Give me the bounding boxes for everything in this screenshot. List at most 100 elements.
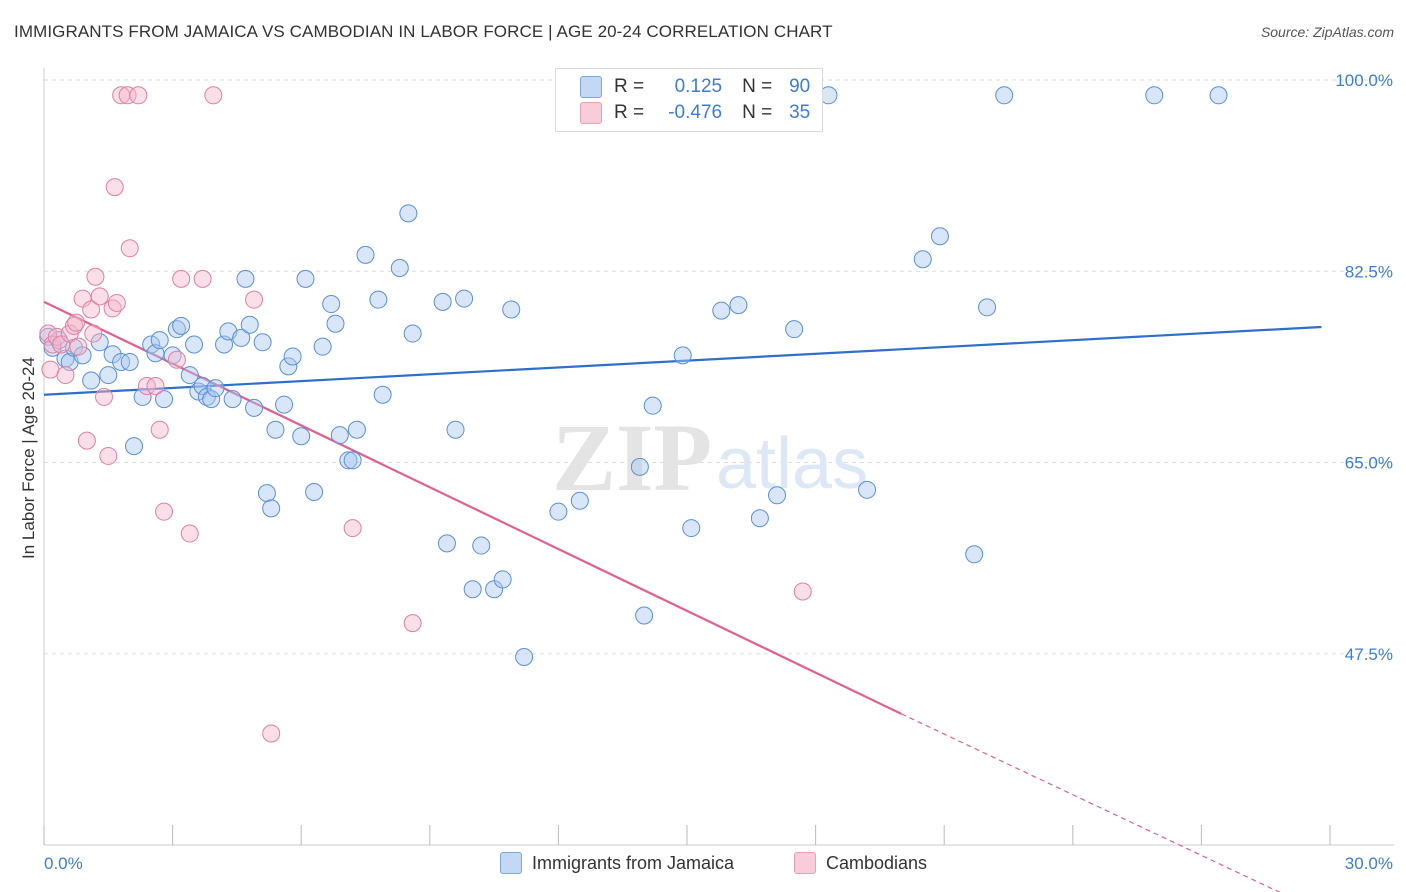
jamaica-point	[433, 292, 452, 311]
legend-r-label: R =	[614, 76, 645, 97]
jamaica-point	[253, 333, 272, 352]
cambodian-point	[99, 446, 118, 465]
jamaica-point	[257, 484, 276, 503]
cambodian-point	[155, 502, 174, 521]
watermark-atlas: atlas	[716, 424, 868, 504]
jamaica-point	[463, 580, 482, 599]
jamaica-point	[965, 545, 984, 564]
jamaica-point	[403, 324, 422, 343]
jamaica-point	[446, 420, 465, 439]
cambodian-point	[84, 324, 103, 343]
y-tick-label: 47.5%	[1345, 645, 1393, 664]
y-axis-label: In Labor Force | Age 20-24	[19, 357, 38, 559]
jamaica-point	[275, 395, 294, 414]
jamaica-point	[232, 328, 251, 347]
jamaica-point	[768, 486, 787, 505]
cambodian-point	[150, 420, 169, 439]
cambodian-point	[193, 269, 212, 288]
jamaica-point	[369, 290, 388, 309]
legend-swatch-cambodians	[580, 102, 602, 124]
jamaica-point	[202, 390, 221, 409]
jamaica-point	[373, 385, 392, 404]
jamaica-point	[279, 357, 298, 376]
watermark-zip: ZIP	[552, 404, 712, 511]
jamaica-point	[1145, 86, 1164, 105]
jamaica-point	[142, 335, 161, 354]
jamaica-point	[266, 420, 285, 439]
jamaica-point	[322, 295, 341, 314]
jamaica-point	[296, 269, 315, 288]
jamaica-point	[472, 536, 491, 555]
jamaica-point	[120, 352, 139, 371]
bottom-legend-label: Immigrants from Jamaica	[532, 852, 735, 873]
jamaica-point	[283, 347, 302, 366]
cambodian-point	[180, 524, 199, 543]
jamaica-point	[326, 314, 345, 333]
jamaica-point	[995, 86, 1014, 105]
cambodian-point	[403, 614, 422, 633]
jamaica-point	[236, 269, 255, 288]
jamaica-point	[913, 250, 932, 269]
cambodian-point	[95, 387, 114, 406]
grid-lines	[44, 79, 1390, 655]
cambodian-trend-extension	[901, 713, 1281, 892]
trend-lines	[43, 300, 1322, 892]
jamaica-point	[682, 519, 701, 538]
cambodian-point	[167, 350, 186, 369]
jamaica-point	[73, 346, 92, 365]
jamaica-point	[635, 606, 654, 625]
legend-r-value: 0.125	[674, 76, 723, 97]
axes	[43, 68, 1394, 846]
data-points	[39, 86, 1228, 743]
jamaica-point	[858, 480, 877, 499]
jamaica-point	[455, 289, 474, 308]
jamaica-point	[339, 451, 358, 470]
jamaica-point	[185, 335, 204, 354]
bottom-swatch-jamaica	[500, 852, 522, 874]
jamaica-point	[330, 426, 349, 445]
cambodian-trend-line	[43, 300, 902, 715]
jamaica-point	[493, 570, 512, 589]
source-label: Source: ZipAtlas.com	[1260, 24, 1394, 40]
jamaica-point	[180, 366, 199, 385]
watermark: ZIP atlas	[552, 404, 868, 511]
jamaica-point	[172, 316, 191, 335]
cambodian-point	[90, 287, 109, 306]
cambodian-point	[343, 519, 362, 538]
jamaica-point	[978, 298, 997, 317]
jamaica-point	[673, 346, 692, 365]
cambodian-point	[118, 86, 137, 105]
legend-swatch-jamaica	[580, 76, 602, 98]
cambodian-point	[41, 360, 60, 379]
cambodian-point	[146, 377, 165, 395]
jamaica-point	[356, 245, 375, 264]
legend-r-value: -0.476	[668, 102, 723, 123]
jamaica-point	[630, 457, 649, 476]
jamaica-point	[313, 337, 332, 356]
jamaica-point	[399, 204, 418, 223]
cambodian-point	[245, 290, 264, 309]
jamaica-point	[712, 301, 731, 320]
jamaica-point	[643, 396, 662, 415]
cambodian-point	[262, 724, 281, 743]
legend-n-label: N =	[742, 102, 773, 123]
cambodian-point	[107, 293, 126, 312]
jamaica-point	[347, 420, 366, 439]
jamaica-point	[549, 502, 568, 521]
jamaica-point	[155, 390, 174, 409]
x-tick-label: 30.0%	[1345, 854, 1393, 873]
cambodian-point	[120, 239, 139, 258]
jamaica-point	[240, 315, 259, 334]
jamaica-point	[750, 509, 769, 528]
chart-title: IMMIGRANTS FROM JAMAICA VS CAMBODIAN IN …	[14, 22, 833, 41]
bottom-swatch-cambodians	[794, 852, 816, 874]
jamaica-point	[125, 437, 144, 456]
jamaica-point	[930, 227, 949, 246]
jamaica-point	[437, 534, 456, 553]
cambodian-point	[105, 178, 124, 197]
cambodian-point	[77, 431, 96, 450]
jamaica-point	[343, 451, 362, 470]
bottom-legend-cambodians: Cambodians	[794, 852, 927, 874]
jamaica-point	[245, 398, 264, 417]
cambodian-point	[67, 313, 86, 332]
